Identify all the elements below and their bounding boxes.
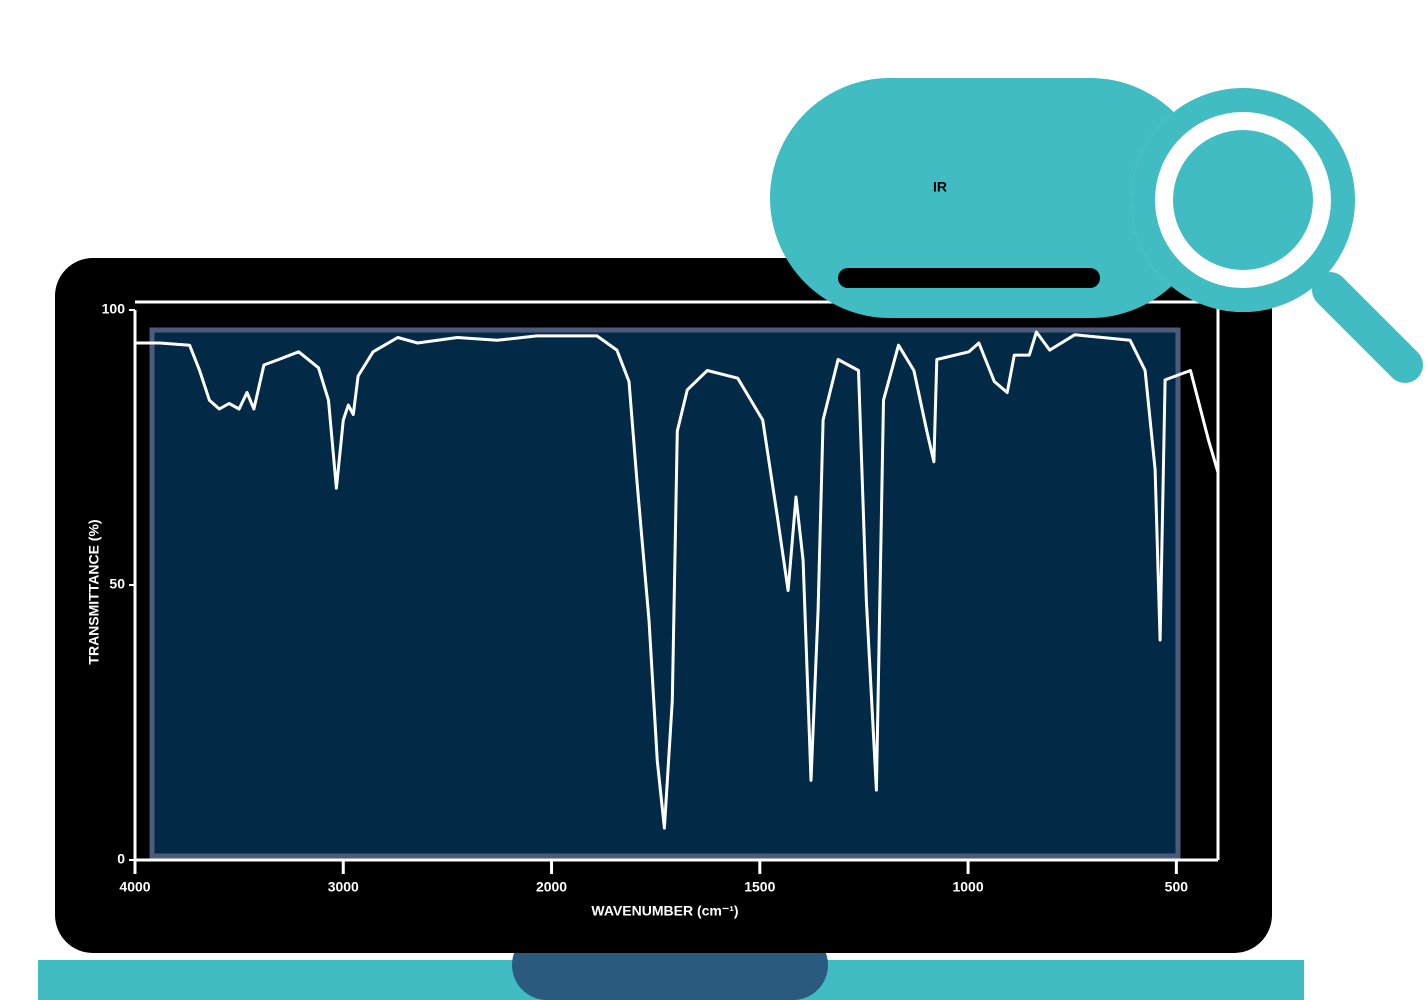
x-tick-label: 3000: [328, 879, 359, 895]
plot-area: [149, 327, 1181, 859]
y-tick-label: 0: [117, 851, 125, 867]
title-underline: [838, 268, 1100, 288]
lens-glass: [1173, 130, 1313, 270]
x-tick-label: 2000: [536, 879, 567, 895]
x-tick-label: 1000: [952, 879, 983, 895]
y-axis-label: TRANSMITTANCE (%): [86, 519, 102, 664]
spectrum-line: [135, 330, 1220, 830]
lens-handle: [1312, 272, 1423, 383]
x-tick-label: 4000: [119, 879, 150, 895]
x-tick-label: 500: [1165, 879, 1189, 895]
y-tick-label: 100: [102, 301, 126, 317]
lens-ring: [1131, 88, 1355, 312]
x-axis-label: WAVENUMBER (cm⁻¹): [591, 903, 738, 919]
y-tick-label: 50: [109, 576, 125, 592]
badge: [770, 78, 1210, 318]
plot: 0 50 100 4000 3000 2000 1500 1000 500: [102, 300, 1220, 895]
x-tick-label: 1500: [744, 879, 775, 895]
badge-title: IR: [933, 179, 947, 195]
